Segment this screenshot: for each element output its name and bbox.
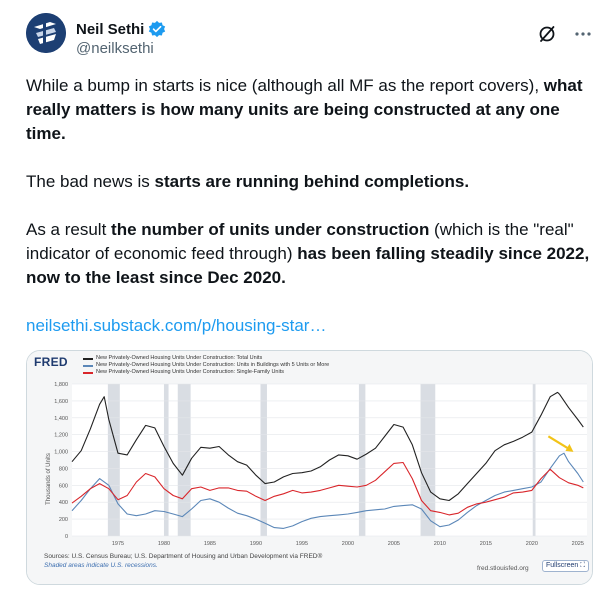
author-row: Neil Sethi: [76, 20, 166, 38]
chart-legend: New Privately-Owned Housing Units Under …: [83, 355, 329, 376]
legend-entry-five-plus: New Privately-Owned Housing Units Under …: [83, 362, 329, 369]
tweet-bold-span: has been falling steadily since 2022, no…: [26, 244, 590, 287]
grok-icon[interactable]: [537, 24, 557, 44]
annotation-arrow-icon: [547, 435, 572, 451]
avatar-logo: [26, 13, 66, 53]
tweet-text-span: (which is the "real" indicator of econom…: [26, 220, 574, 263]
tweet-text-span: As a result: [26, 220, 112, 239]
series-five-plus-line: [71, 452, 584, 529]
recession-band: [260, 384, 267, 536]
tweet-paragraph-4: neilsethi.substack.com/p/housing-star…: [26, 314, 591, 338]
legend-label: New Privately-Owned Housing Units Under …: [96, 362, 330, 368]
article-link[interactable]: neilsethi.substack.com/p/housing-star…: [26, 316, 327, 335]
y-tick-label: 1,000: [54, 450, 68, 456]
y-tick-label: 1,400: [54, 416, 68, 422]
fred-chart: 0 200 400 600 800 1,000 1,200 1,400 1,600 1,800 19…: [54, 382, 587, 547]
x-tick-label: 2020: [526, 541, 538, 547]
x-tick-label: 1985: [204, 541, 216, 547]
sources-text: Sources: U.S. Census Bureau; U.S. Depart…: [44, 553, 323, 560]
author-handle[interactable]: @neilksethi: [76, 40, 154, 57]
x-tick-label: 2005: [388, 541, 400, 547]
x-tick-label: 2015: [480, 541, 492, 547]
author-name[interactable]: Neil Sethi: [76, 20, 145, 38]
tweet-paragraph-1: While a bump in starts is nice (although…: [26, 74, 591, 146]
fred-url: fred.stlouisfed.org: [477, 565, 529, 572]
fred-logo: FRED: [34, 355, 68, 369]
series-total-line: [71, 391, 584, 502]
legend-label: New Privately-Owned Housing Units Under …: [96, 369, 284, 375]
recession-band: [420, 384, 436, 536]
y-tick-label: 0: [65, 534, 68, 540]
tweet-text: While a bump in starts is nice (although…: [26, 74, 591, 362]
tweet-bold-span: starts are running behind completions.: [154, 172, 470, 191]
tweet-bold-span: what really matters is how many units ar…: [26, 76, 583, 143]
legend-swatch: [83, 371, 93, 374]
y-tick-label: 800: [59, 466, 68, 472]
fred-chart-image: 0 200 400 600 800 1,000 1,200 1,400 1,600 1,800 19…: [27, 351, 592, 584]
tweet-text-span: While a bump in starts is nice (although…: [26, 76, 544, 95]
tweet-paragraph-3: As a result the number of units under co…: [26, 218, 591, 290]
legend-entry-total: New Privately-Owned Housing Units Under …: [83, 355, 329, 362]
x-tick-label: 1975: [112, 541, 124, 547]
y-tick-label: 600: [59, 483, 68, 489]
legend-entry-single-family: New Privately-Owned Housing Units Under …: [83, 369, 329, 376]
x-tick-label: 1980: [158, 541, 170, 547]
media-card[interactable]: 0 200 400 600 800 1,000 1,200 1,400 1,600 1,800 19…: [26, 350, 593, 585]
legend-swatch: [83, 364, 93, 367]
x-tick-label: 2025: [572, 541, 584, 547]
y-tick-label: 1,200: [54, 433, 68, 439]
tweet-bold-span: the number of units under construction: [111, 220, 430, 239]
fullscreen-button[interactable]: Fullscreen ⛶: [542, 560, 590, 572]
more-icon[interactable]: [573, 24, 593, 44]
y-tick-label: 1,800: [54, 382, 68, 388]
avatar[interactable]: [26, 13, 66, 53]
legend-label: New Privately-Owned Housing Units Under …: [96, 355, 263, 361]
recession-band: [532, 384, 536, 536]
x-tick-label: 1995: [296, 541, 308, 547]
tweet-top-actions: [537, 24, 593, 44]
y-tick-label: 200: [59, 517, 68, 523]
fullscreen-label: Fullscreen: [546, 562, 579, 569]
recession-band: [107, 384, 120, 536]
x-tick-label: 1990: [250, 541, 262, 547]
recession-band: [358, 384, 366, 536]
y-tick-label: 400: [59, 500, 68, 506]
verified-badge-icon: [149, 20, 166, 38]
tweet-paragraph-2: The bad news is starts are running behin…: [26, 170, 591, 194]
annotation-arrow-head-icon: [565, 443, 574, 452]
tweet-text-span: The bad news is: [26, 172, 155, 191]
x-tick-label: 2000: [342, 541, 354, 547]
y-axis-label: Thousands of Units: [46, 453, 52, 505]
chart-sources: Sources: U.S. Census Bureau; U.S. Depart…: [44, 552, 322, 570]
series-single-family-line: [71, 461, 584, 516]
recession-band: [177, 384, 191, 536]
x-tick-label: 2010: [434, 541, 446, 547]
fullscreen-icon: ⛶: [580, 562, 586, 569]
y-tick-label: 1,600: [54, 399, 68, 405]
recession-note: Shaded areas indicate U.S. recessions.: [44, 562, 158, 569]
recession-band: [163, 384, 169, 536]
legend-swatch: [83, 357, 93, 360]
